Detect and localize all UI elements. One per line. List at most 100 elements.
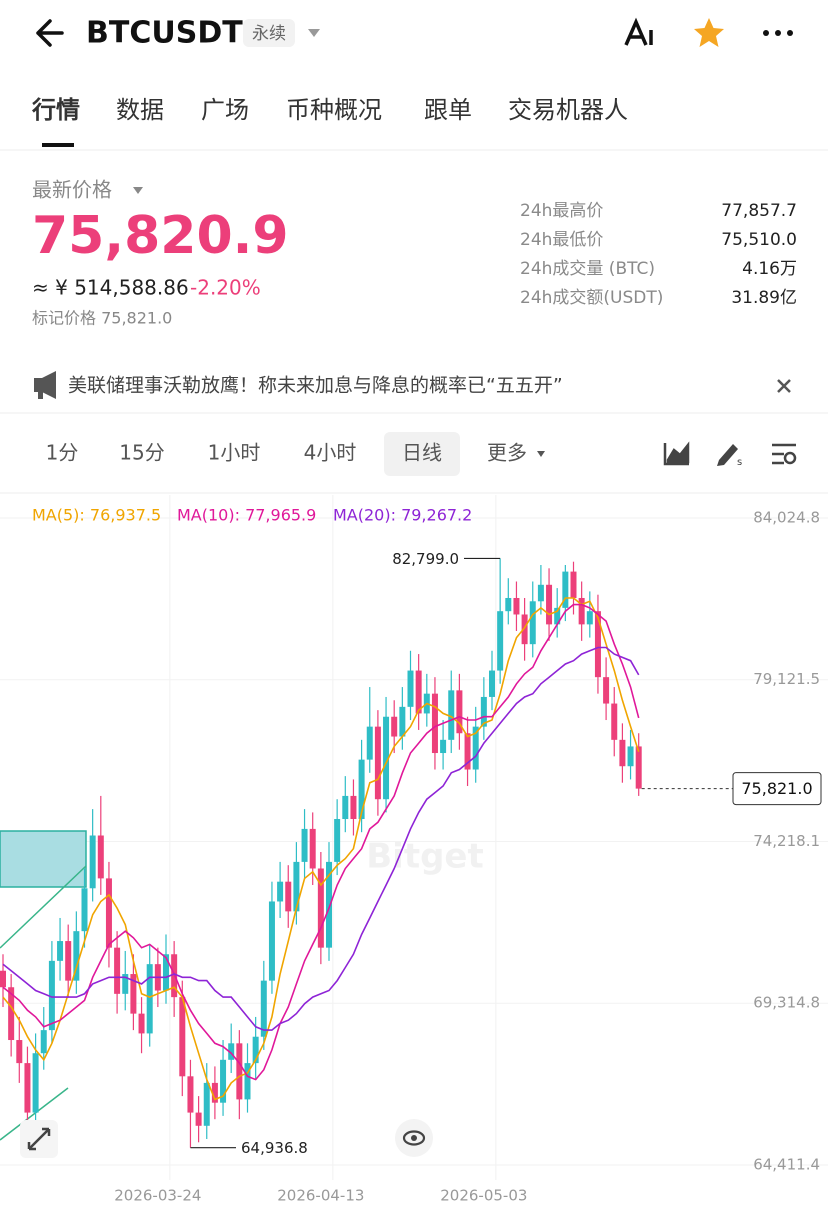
close-news[interactable]: [777, 379, 791, 393]
price-dropdown[interactable]: [133, 187, 143, 194]
candle-body: [97, 835, 104, 879]
candle-body: [554, 607, 561, 625]
y-tick-label: 74,218.1: [753, 832, 820, 850]
candle-body: [114, 947, 121, 994]
cny-price: ≈ ¥ 514,588.86: [32, 276, 189, 300]
candle-body: [260, 980, 267, 1037]
candle-body: [619, 739, 626, 767]
ma-line: [2, 597, 640, 1101]
candle-body: [497, 611, 504, 671]
candle-body: [350, 795, 357, 820]
more-menu[interactable]: [763, 30, 793, 36]
candle-body: [603, 677, 610, 704]
candle-body: [203, 1082, 210, 1126]
candle-body: [505, 597, 512, 612]
candle-body: [472, 726, 479, 770]
candle-body: [586, 611, 593, 625]
candle-body: [228, 1043, 235, 1060]
candle-body: [309, 828, 316, 869]
interval[interactable]: 1小时: [208, 441, 261, 465]
chart-type-icon[interactable]: [663, 441, 690, 466]
candle-chart: Bitget 84,024.8 79,121.5 74,218.1 69,314.8 6…: [0, 495, 828, 1205]
tab[interactable]: 数据: [116, 96, 164, 124]
interval[interactable]: 更多: [487, 441, 527, 465]
candle-body: [342, 795, 349, 820]
candle-body: [448, 690, 455, 740]
candle-body: [415, 670, 422, 714]
y-tick-label: 69,314.8: [753, 994, 820, 1012]
back-button[interactable]: [36, 19, 64, 47]
symbol[interactable]: BTCUSDT: [86, 16, 243, 51]
candle-body: [578, 597, 585, 625]
candle-body: [391, 716, 398, 737]
candle-body: [130, 974, 137, 1014]
stat-label: 24h成交量 (BTC): [520, 259, 655, 279]
news[interactable]: 美联储理事沃勒放鹰！称未来加息与降息的概率已“五五开”: [68, 375, 563, 397]
interval[interactable]: 1分: [46, 441, 79, 465]
candle-body: [179, 997, 186, 1077]
candle-body: [244, 1063, 251, 1100]
stat-value: 31.89亿: [731, 288, 797, 308]
svg-text:s: s: [737, 457, 742, 468]
candle-body: [252, 1036, 259, 1064]
megaphone-icon: [34, 371, 56, 399]
candle-body: [285, 881, 292, 912]
watermark: Bitget: [366, 837, 483, 877]
mark-price: 标记价格 75,821.0: [32, 309, 172, 328]
candle-body: [211, 1082, 218, 1103]
tab[interactable]: 交易机器人: [508, 96, 628, 124]
symbol-dropdown[interactable]: [308, 29, 320, 37]
tab[interactable]: 跟单: [424, 96, 472, 124]
candle-body: [317, 868, 324, 948]
candle-body: [236, 1043, 243, 1100]
candle-body: [440, 739, 447, 754]
x-tick-label: 2026-03-24: [114, 1187, 201, 1205]
candle-body: [293, 861, 300, 912]
candle-body: [570, 571, 577, 598]
y-tick-label: 84,024.8: [753, 509, 820, 527]
price-label: 最新价格: [32, 178, 112, 202]
ma-line: [2, 603, 640, 1081]
interval[interactable]: 15分: [119, 441, 164, 465]
candle-body: [399, 706, 406, 737]
candle-body: [0, 970, 6, 988]
candle-body: [89, 835, 96, 889]
stat-label: 24h成交额(USDT): [520, 288, 663, 308]
change: -2.20%: [190, 276, 261, 300]
visibility-button[interactable]: [395, 1119, 433, 1157]
candle-body: [513, 597, 520, 615]
drawn-rectangle: [0, 830, 87, 888]
tab[interactable]: 行情: [31, 96, 80, 124]
candle-body: [456, 690, 463, 734]
last-price-box: [732, 772, 822, 806]
stat-value: 77,857.7: [721, 201, 797, 221]
last-price: 75,820.9: [32, 206, 289, 266]
stat-label: 24h最低价: [520, 230, 603, 250]
candle-body: [326, 861, 332, 948]
candle-body: [277, 881, 284, 902]
more-dropdown[interactable]: [537, 451, 545, 457]
tab[interactable]: 币种概况: [286, 96, 382, 124]
x-tick-label: 2026-04-13: [277, 1187, 364, 1205]
tab-indicator: [42, 143, 74, 147]
ai-icon[interactable]: [624, 17, 653, 46]
candle-body: [16, 1040, 23, 1064]
last-price-label: 75,821.0: [741, 779, 812, 798]
draw-tool-icon[interactable]: s: [717, 444, 742, 468]
interval[interactable]: 日线: [402, 441, 442, 465]
settings-icon[interactable]: [772, 443, 797, 465]
expand-button[interactable]: [20, 1120, 58, 1158]
tab[interactable]: 广场: [201, 96, 249, 124]
candle-body: [594, 611, 601, 678]
candle-body: [81, 888, 88, 932]
candle-body: [635, 746, 642, 789]
legend-entry: MA(20): 79,267.2: [333, 506, 472, 525]
interval[interactable]: 4小时: [304, 441, 357, 465]
candle-body: [8, 987, 15, 1041]
candle-body: [374, 726, 381, 800]
candle-body: [195, 1112, 202, 1126]
x-tick-label: 2026-05-03: [440, 1187, 527, 1205]
candle-body: [537, 584, 544, 602]
favorite-star[interactable]: [694, 18, 724, 47]
